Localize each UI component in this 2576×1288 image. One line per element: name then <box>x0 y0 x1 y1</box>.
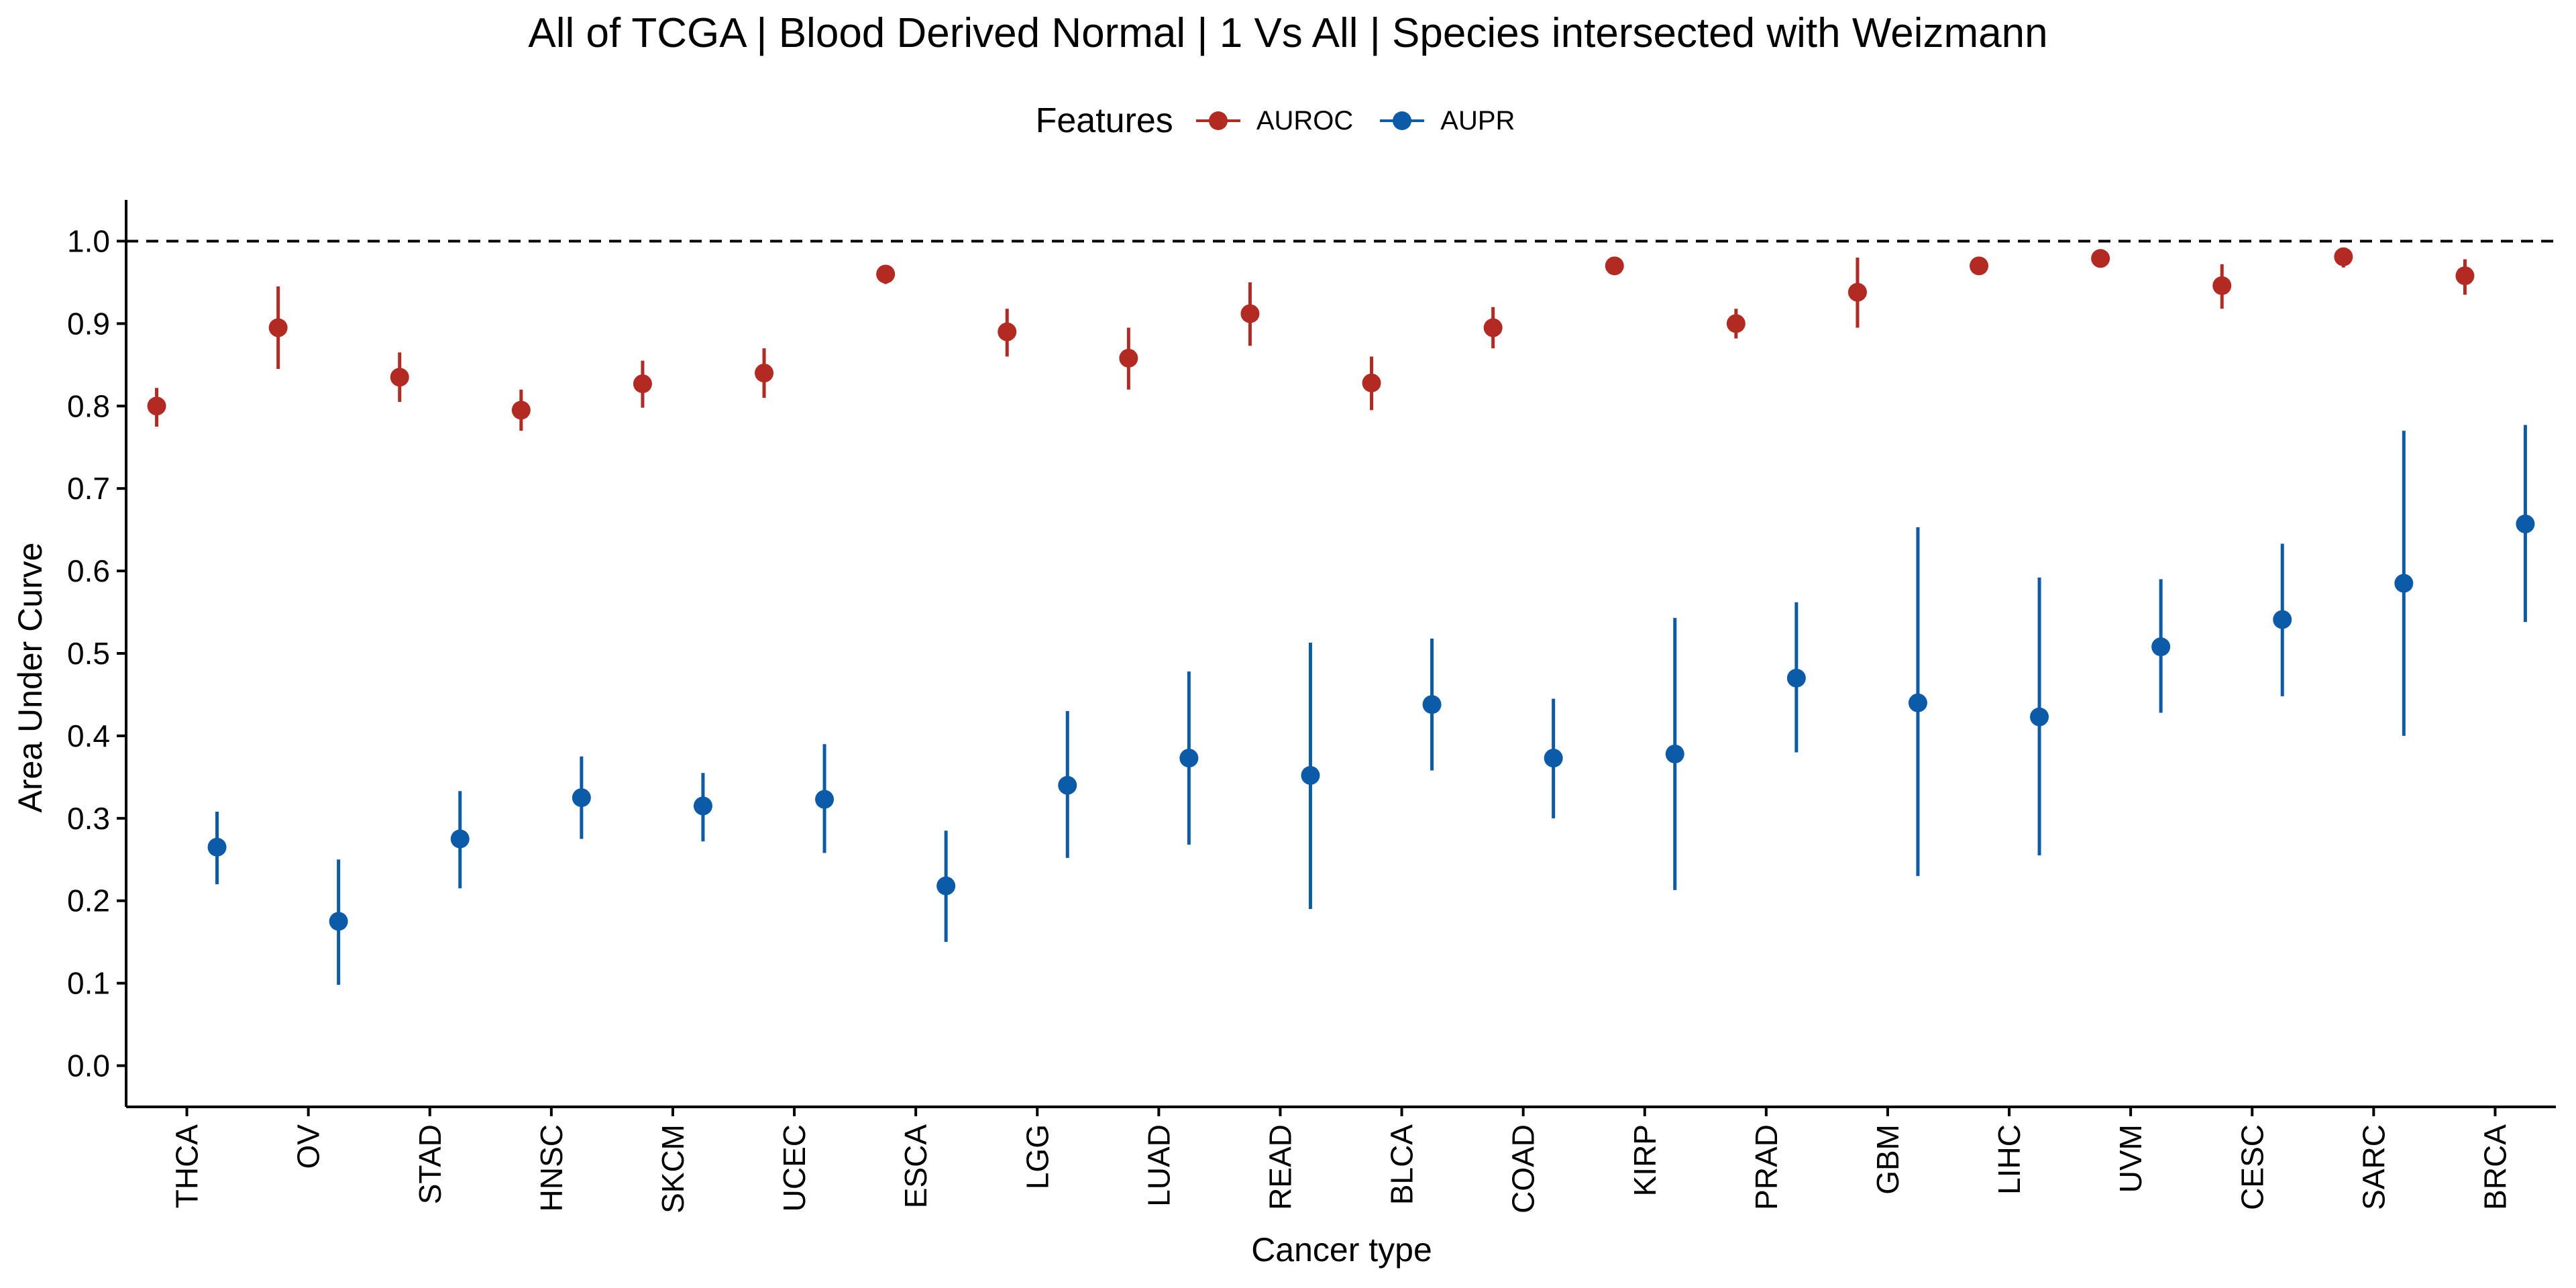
x-tick-label: UCEC <box>777 1124 812 1212</box>
point-auroc-coad <box>1483 318 1503 337</box>
x-tick-label: CESC <box>2235 1124 2269 1210</box>
point-auroc-ucec <box>755 364 774 383</box>
legend-item-aupr: AUPR <box>1379 106 1515 136</box>
y-tick-label: 0.2 <box>67 883 110 918</box>
chart-title: All of TCGA | Blood Derived Normal | 1 V… <box>528 10 2048 56</box>
point-aupr-stad <box>450 829 470 849</box>
y-tick-label: 1.0 <box>67 223 110 258</box>
x-tick-label: LGG <box>1020 1124 1055 1189</box>
y-tick-label: 0.1 <box>67 966 110 1001</box>
point-aupr-read <box>1301 765 1320 785</box>
point-auroc-lgg <box>998 322 1017 341</box>
point-aupr-gbm <box>1908 693 1927 712</box>
x-tick-label: BRCA <box>2477 1124 2512 1210</box>
x-tick-label: THCA <box>170 1124 205 1209</box>
y-tick-label: 0.7 <box>67 471 110 506</box>
point-auroc-skcm <box>633 374 652 394</box>
legend-title: Features <box>1035 101 1173 140</box>
point-auroc-blca <box>1362 373 1381 392</box>
point-aupr-cesc <box>2273 610 2292 629</box>
point-aupr-prad <box>1786 668 1806 688</box>
point-auroc-stad <box>390 368 409 387</box>
point-auroc-brca <box>2455 266 2475 286</box>
point-aupr-sarc <box>2394 574 2414 593</box>
point-aupr-kirp <box>1665 744 1684 763</box>
y-tick-label: 0.4 <box>67 718 110 753</box>
x-tick-label: UVM <box>2113 1124 2148 1193</box>
x-tick-label: PRAD <box>1749 1124 1784 1210</box>
point-auroc-read <box>1240 304 1260 323</box>
x-tick-label: OV <box>291 1124 326 1169</box>
y-tick-label: 0.8 <box>67 388 110 423</box>
x-tick-label: GBM <box>1870 1124 1905 1195</box>
point-aupr-esca <box>936 876 956 896</box>
point-auroc-lihc <box>1970 256 1989 276</box>
y-tick-label: 0.3 <box>67 801 110 836</box>
legend-key-aupr <box>1380 111 1425 130</box>
x-axis-title: Cancer type <box>1251 1231 1432 1269</box>
axes: 0.0 0.1 0.2 0.3 0.4 0.5 0.6 0.7 0.8 0.9 1.0 THCA OV S… <box>67 200 2556 1214</box>
point-auroc-gbm <box>1847 282 1867 302</box>
point-aupr-skcm <box>693 796 712 816</box>
point-aupr-brca <box>2516 515 2535 534</box>
point-auroc-luad <box>1119 348 1138 368</box>
y-axis-title: Area Under Curve <box>11 543 49 813</box>
legend-label-aupr: AUPR <box>1440 105 1515 136</box>
x-tick-label: SARC <box>2356 1124 2391 1210</box>
x-tick-label: BLCA <box>1385 1124 1419 1205</box>
point-aupr-luad <box>1179 749 1199 768</box>
legend-key-aupr-point <box>1393 111 1412 130</box>
point-auroc-uvm <box>2091 249 2110 268</box>
legend-key-auroc <box>1195 111 1240 130</box>
legend-item-auroc: AUROC <box>1195 106 1353 136</box>
x-tick-label: LUAD <box>1141 1124 1176 1207</box>
data-marks <box>147 247 2535 985</box>
point-aupr-coad <box>1544 749 1563 768</box>
x-tick-label: ESCA <box>898 1124 933 1209</box>
point-aupr-uvm <box>2151 637 2171 657</box>
y-tick-label: 0.5 <box>67 636 110 671</box>
y-tick-label: 0.9 <box>67 306 110 341</box>
point-auroc-cesc <box>2212 276 2232 295</box>
legend-key-auroc-point <box>1208 111 1228 130</box>
x-tick-label: KIRP <box>1627 1124 1662 1196</box>
x-tick-label: COAD <box>1506 1124 1541 1214</box>
point-auroc-prad <box>1726 314 1746 333</box>
y-tick-label: 0.0 <box>67 1049 110 1083</box>
x-tick-label: LIHC <box>1992 1124 2027 1195</box>
x-tick-label: SKCM <box>655 1124 690 1214</box>
x-tick-label: STAD <box>413 1124 447 1204</box>
point-aupr-ov <box>329 912 348 931</box>
point-auroc-ov <box>268 318 288 337</box>
point-auroc-thca <box>147 396 166 416</box>
point-aupr-lihc <box>2030 707 2049 727</box>
point-aupr-ucec <box>815 790 835 809</box>
x-tick-label: HNSC <box>534 1124 569 1212</box>
legend-label-auroc: AUROC <box>1256 105 1354 136</box>
x-tick-label: READ <box>1263 1124 1297 1210</box>
point-auroc-esca <box>876 264 896 284</box>
point-aupr-hnsc <box>572 788 591 808</box>
point-aupr-blca <box>1422 695 1442 714</box>
point-aupr-thca <box>207 837 227 857</box>
y-tick-label: 0.6 <box>67 553 110 588</box>
point-auroc-kirp <box>1605 256 1624 276</box>
legend: Features AUROC AUPR <box>0 94 2576 148</box>
point-auroc-hnsc <box>511 400 531 420</box>
point-auroc-sarc <box>2334 247 2353 266</box>
point-aupr-lgg <box>1058 775 1077 795</box>
